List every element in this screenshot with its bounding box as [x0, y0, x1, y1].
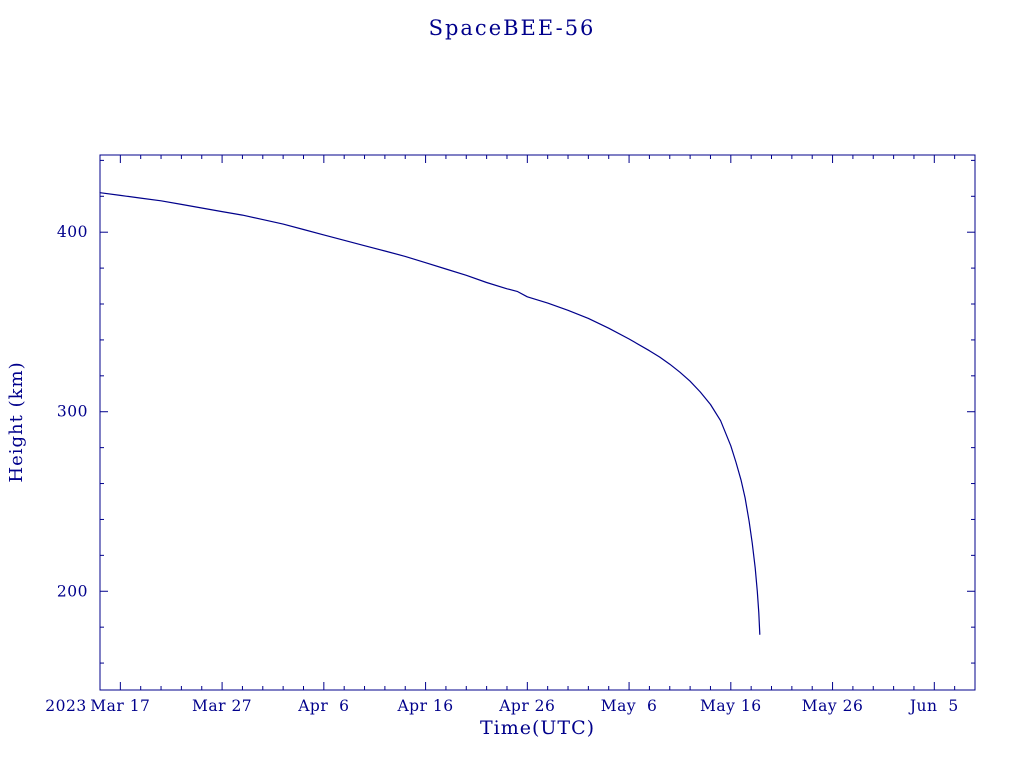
y-axis-label: Height (km)	[6, 361, 27, 482]
year-label: 2023	[45, 697, 86, 715]
x-tick-label: Apr 16	[396, 697, 453, 715]
x-tick-label: Apr 26	[498, 697, 555, 715]
x-tick-label: May 16	[700, 697, 762, 715]
x-tick-label: Apr 6	[297, 697, 349, 715]
x-tick-label: May 26	[802, 697, 864, 715]
y-tick-label: 300	[57, 403, 88, 421]
x-tick-label: Mar 17	[90, 697, 150, 715]
plot-layer: Mar 17 Mar 27 Apr 6 Apr 16 Apr 26 May 6 May 16…	[45, 154, 976, 715]
x-axis-label: Time(UTC)	[479, 717, 596, 739]
x-tick-label: May 6	[601, 697, 658, 715]
decay-curve	[99, 192, 761, 635]
plot-frame	[99, 154, 976, 691]
y-tick-label: 200	[57, 582, 88, 600]
x-tick-label: Jun 5	[908, 697, 959, 715]
chart-title: SpaceBEE-56	[428, 16, 596, 40]
x-tick-label: Mar 27	[192, 697, 252, 715]
y-tick-label: 400	[57, 223, 88, 241]
